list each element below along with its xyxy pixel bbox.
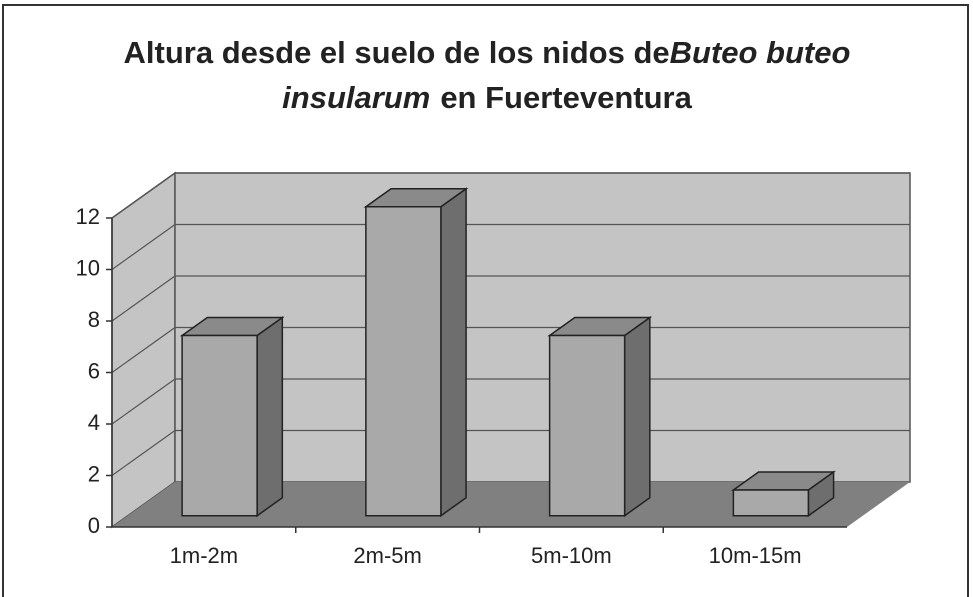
bar-side bbox=[623, 316, 651, 518]
grid-line bbox=[111, 172, 910, 219]
bar-front bbox=[732, 489, 810, 517]
y-tick-label: 12 bbox=[76, 204, 100, 229]
title-line: insularum en Fuerteventura bbox=[282, 80, 692, 115]
bar bbox=[731, 470, 836, 518]
grid-line bbox=[111, 429, 910, 476]
y-tick-label: 10 bbox=[76, 255, 100, 280]
grid-line bbox=[111, 275, 910, 322]
y-tick-label: 0 bbox=[88, 513, 100, 538]
bar-side bbox=[440, 187, 467, 518]
title-line: Altura desde el suelo de los nidos deBut… bbox=[124, 35, 851, 70]
title-part: insularum bbox=[282, 80, 430, 115]
grid-line bbox=[111, 326, 910, 373]
floor bbox=[112, 482, 910, 527]
bar bbox=[179, 316, 285, 518]
y-tick-label: 4 bbox=[88, 410, 100, 435]
bar bbox=[547, 316, 653, 518]
x-tick-label: 2m-5m bbox=[353, 543, 421, 568]
y-tick-label: 2 bbox=[88, 461, 100, 486]
title-part: en Fuerteventura bbox=[440, 80, 692, 115]
title-part: Buteo buteo bbox=[670, 35, 851, 70]
grid-line bbox=[111, 223, 910, 270]
y-tick-label: 8 bbox=[88, 307, 100, 332]
bar bbox=[363, 187, 469, 518]
bar-front bbox=[181, 334, 258, 517]
bar-side bbox=[256, 316, 284, 518]
x-tick-label: 10m-15m bbox=[709, 543, 802, 568]
title-part: Altura desde el suelo de los nidos de bbox=[124, 35, 670, 70]
bar-front bbox=[548, 334, 626, 517]
x-tick-label: 1m-2m bbox=[170, 543, 238, 568]
chart-title: Altura desde el suelo de los nidos deBut… bbox=[124, 35, 851, 115]
y-tick-label: 6 bbox=[88, 358, 100, 383]
bar-front bbox=[365, 206, 442, 517]
x-tick-label: 5m-10m bbox=[531, 543, 612, 568]
grid-line bbox=[111, 378, 910, 425]
